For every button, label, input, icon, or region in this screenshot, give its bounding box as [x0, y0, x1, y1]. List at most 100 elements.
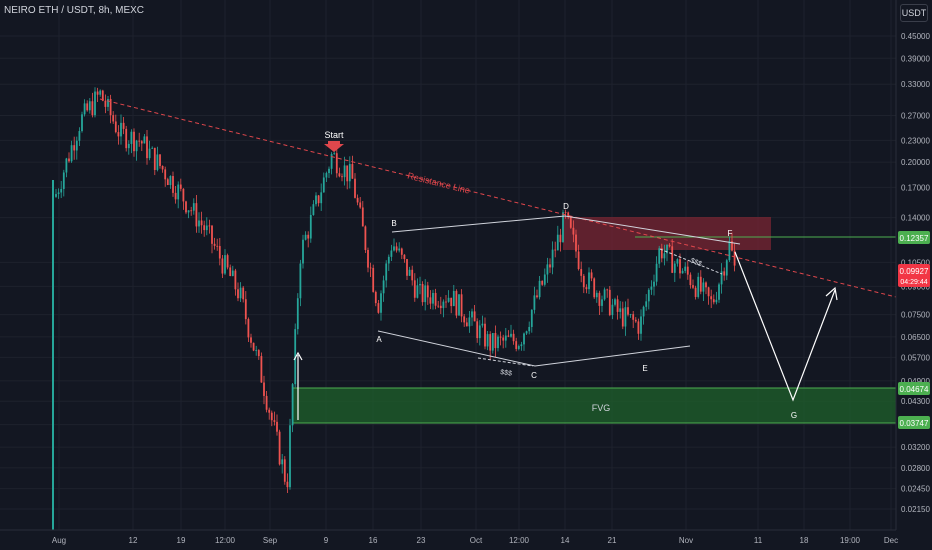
candle-body — [257, 350, 260, 357]
candle-body — [640, 316, 642, 334]
candle-body — [413, 280, 416, 298]
candle-body — [517, 346, 520, 349]
projection-arrow-head — [825, 286, 838, 301]
candle-body — [395, 246, 398, 251]
candle-body — [387, 256, 390, 264]
candle-body — [294, 329, 297, 385]
candle-body — [621, 308, 624, 327]
candle-body — [676, 259, 679, 264]
candle-body — [380, 293, 382, 313]
candle-body — [130, 131, 133, 144]
current-price-value: 0.09927 — [900, 267, 929, 276]
candle-body — [720, 271, 723, 285]
candle-body — [312, 204, 315, 215]
candle-body — [325, 173, 328, 178]
candle-body — [265, 395, 268, 410]
price-tick-label: 0.02800 — [901, 464, 930, 473]
candle-body — [520, 344, 523, 347]
candle-body — [161, 165, 164, 170]
candle-body — [593, 278, 596, 298]
candle-body — [668, 244, 671, 247]
candle-body — [237, 289, 239, 299]
point-f: F — [728, 229, 733, 238]
currency-button[interactable]: USDT — [900, 4, 928, 22]
fvg-top-value: 0.04674 — [900, 385, 929, 394]
price-tick-label: 0.39000 — [901, 54, 930, 63]
candle-body — [419, 284, 421, 286]
candle-body — [255, 350, 258, 351]
candle-body — [122, 122, 125, 129]
candle-body — [216, 245, 219, 247]
candle-body — [606, 289, 609, 291]
candle-body — [198, 220, 200, 227]
price-tick-label: 0.04900 — [901, 377, 930, 386]
candle-body — [705, 282, 707, 288]
candle-body — [671, 246, 674, 273]
candle-body — [99, 90, 102, 95]
candle-body — [567, 212, 570, 218]
price-tick-label: 0.20000 — [901, 158, 930, 167]
candle-body — [367, 249, 369, 268]
candle-body — [205, 225, 208, 231]
price-tick-label: 0.27000 — [901, 111, 930, 120]
candle-body — [351, 164, 354, 179]
price-tick-label: 0.10500 — [901, 258, 930, 267]
candle-body — [244, 299, 247, 320]
candle-body — [187, 210, 190, 213]
candle-body — [70, 145, 73, 162]
candle-body — [252, 342, 255, 351]
candle-body — [559, 234, 562, 243]
candle-body — [616, 299, 619, 312]
time-tick-label: 11 — [754, 536, 763, 545]
candle-body — [429, 297, 432, 304]
candle-body — [101, 90, 104, 101]
projection-line — [734, 251, 836, 402]
fvg-bottom-badge — [898, 416, 930, 429]
candle-body — [546, 264, 549, 275]
price-tick-label: 0.03200 — [901, 443, 930, 452]
candle-body — [556, 234, 559, 251]
candle-body — [78, 131, 81, 141]
candles — [55, 87, 736, 494]
price-axis[interactable]: 0.45000 0.39000 0.33000 0.27000 0.23000 0.200… — [901, 32, 930, 514]
candle-body — [718, 284, 720, 300]
candle-body — [497, 336, 499, 349]
time-tick-label: 12 — [129, 536, 138, 545]
pattern-lower-line — [377, 330, 691, 367]
candle-body — [377, 303, 380, 313]
price-tick-label: 0.04300 — [901, 397, 930, 406]
candle-body — [68, 158, 70, 162]
candle-body — [390, 250, 393, 257]
candle-body — [538, 280, 541, 298]
candle-body — [406, 259, 408, 276]
countdown-value: 04:29:44 — [900, 279, 927, 286]
candle-body — [575, 234, 577, 252]
candle-body — [127, 143, 130, 149]
candle-body — [681, 270, 684, 274]
candle-body — [530, 309, 533, 327]
candle-body — [424, 285, 427, 303]
candle-body — [135, 140, 138, 152]
candle-body — [489, 334, 492, 351]
time-axis[interactable]: Aug 12 19 12:00 Sep 9 16 23 Oct 12:00 14 21 Nov 11 18 1… — [52, 536, 898, 545]
candle-body — [83, 103, 86, 115]
candle-body — [117, 132, 120, 137]
candle-body — [585, 287, 588, 290]
candle-body — [226, 255, 229, 268]
candle-body — [315, 195, 317, 205]
candle-body — [291, 384, 294, 426]
candle-body — [458, 294, 460, 316]
candle-body — [562, 212, 564, 243]
candle-body — [278, 431, 281, 465]
candle-body — [632, 314, 635, 320]
candle-body — [689, 274, 692, 286]
price-tick-label: 0.06500 — [901, 333, 930, 342]
candle-body — [471, 311, 473, 318]
candle-body — [55, 194, 57, 197]
candle-body — [195, 203, 198, 227]
candle-body — [338, 173, 341, 177]
candle-body — [510, 333, 512, 337]
candle-body — [107, 98, 109, 107]
candle-body — [525, 331, 528, 334]
